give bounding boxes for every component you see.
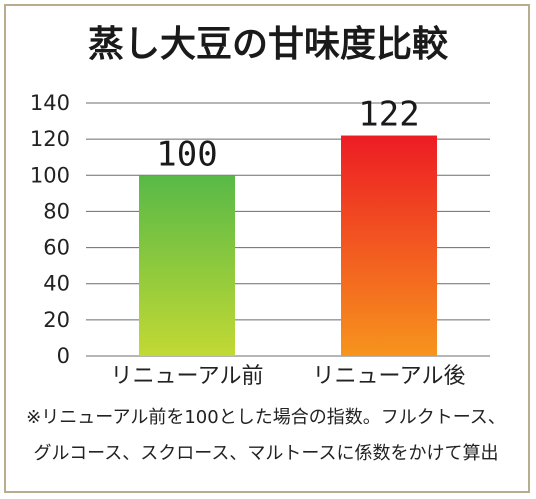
y-tick-label: 140 (30, 91, 70, 115)
y-axis-ticks: 0 20 40 60 80 100 120 140 (30, 91, 70, 368)
bar-value-label: 122 (358, 95, 419, 135)
chart-title: 蒸し大豆の甘味度比較 (88, 24, 449, 65)
bar-value-label: 100 (156, 134, 217, 174)
bar-1 (139, 175, 235, 356)
y-tick-label: 0 (57, 344, 70, 368)
y-tick-label: 20 (43, 308, 70, 332)
y-tick-label: 100 (30, 163, 70, 187)
chart-note-line-1: ※リニューアル前を100とした場合の指数。フルクトース、 (26, 407, 506, 428)
bars (139, 135, 437, 356)
category-label: リニューアル前 (111, 364, 264, 389)
y-tick-label: 120 (30, 127, 70, 151)
chart-note-line-2: グルコース、スクロース、マルトースに係数をかけて算出 (34, 443, 499, 464)
chart-frame (4, 4, 530, 493)
category-label: リニューアル後 (313, 364, 466, 389)
bar-2 (341, 135, 437, 356)
x-axis-categories: リニューアル前 リニューアル後 (111, 364, 466, 389)
y-tick-label: 40 (43, 272, 70, 296)
y-tick-label: 60 (43, 236, 70, 260)
y-tick-label: 80 (43, 199, 70, 223)
data-labels: 100 122 (156, 95, 419, 175)
